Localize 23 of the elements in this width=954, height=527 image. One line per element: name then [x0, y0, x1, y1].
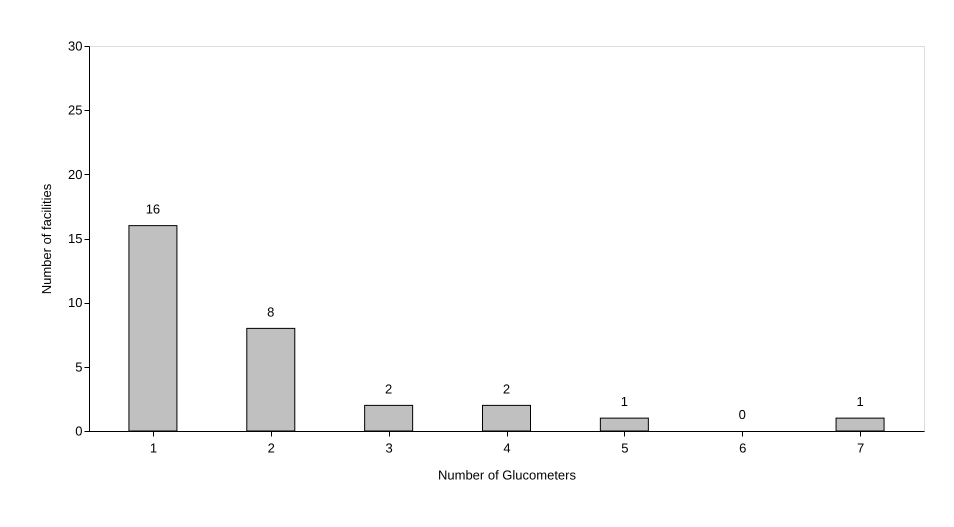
y-tick-label: 0	[75, 424, 82, 438]
data-label: 16	[146, 202, 160, 217]
data-label: 2	[502, 381, 510, 396]
x-tick-label: 2	[268, 440, 275, 456]
x-tick-label: 3	[386, 440, 393, 456]
y-axis-title: Number of facilities	[39, 183, 54, 294]
x-tick-label: 5	[621, 440, 628, 456]
data-label: 8	[267, 304, 274, 320]
y-tick-label: 25	[68, 102, 82, 118]
data-label: 1	[620, 394, 628, 410]
x-tick-label: 1	[150, 440, 158, 456]
y-tick-label: 30	[68, 38, 82, 54]
x-tick-label: 6	[739, 440, 746, 456]
x-tick-label: 4	[503, 440, 511, 456]
y-tick-label: 15	[68, 231, 82, 246]
data-label: 2	[385, 381, 392, 396]
x-tick-label: 7	[856, 440, 864, 456]
x-axis-title: Number of Glucometers	[438, 468, 576, 482]
data-label: 1	[856, 394, 864, 410]
y-tick-label: 10	[68, 295, 82, 310]
data-label: 0	[738, 407, 746, 422]
y-tick-label: 5	[75, 359, 82, 374]
y-tick-label: 20	[68, 166, 82, 182]
